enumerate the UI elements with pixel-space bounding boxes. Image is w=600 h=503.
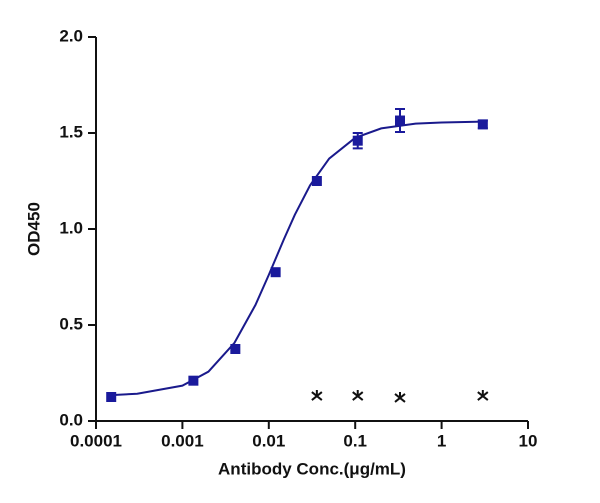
x-tick-label: 0.01 (252, 431, 285, 450)
x-tick-label: 10 (519, 431, 538, 450)
y-tick-label: 1.0 (59, 218, 83, 237)
x-axis-label: Antibody Conc.(μg/mL) (218, 459, 406, 478)
asterisk-mark (352, 390, 364, 401)
y-axis-label: OD450 (24, 202, 43, 256)
asterisk-mark (311, 390, 323, 401)
data-point (394, 115, 405, 126)
data-point (311, 176, 322, 186)
asterisk-mark (477, 390, 489, 401)
data-point (477, 119, 488, 130)
y-tick-label: 0.0 (59, 410, 83, 429)
y-tick-label: 0.5 (59, 314, 83, 333)
y-tick-label: 1.5 (59, 122, 83, 141)
data-point (270, 267, 281, 278)
data-point (188, 375, 199, 386)
fit-curve (111, 120, 483, 397)
x-tick-label: 1 (437, 431, 446, 450)
data-point (106, 392, 117, 402)
x-tick-label: 0.001 (161, 431, 204, 450)
x-tick-label: 0.0001 (70, 431, 122, 450)
y-tick-label: 2.0 (59, 26, 83, 45)
data-point (352, 135, 363, 146)
asterisk-mark (394, 391, 406, 403)
x-tick-label: 0.1 (343, 431, 367, 450)
data-point (230, 344, 241, 354)
